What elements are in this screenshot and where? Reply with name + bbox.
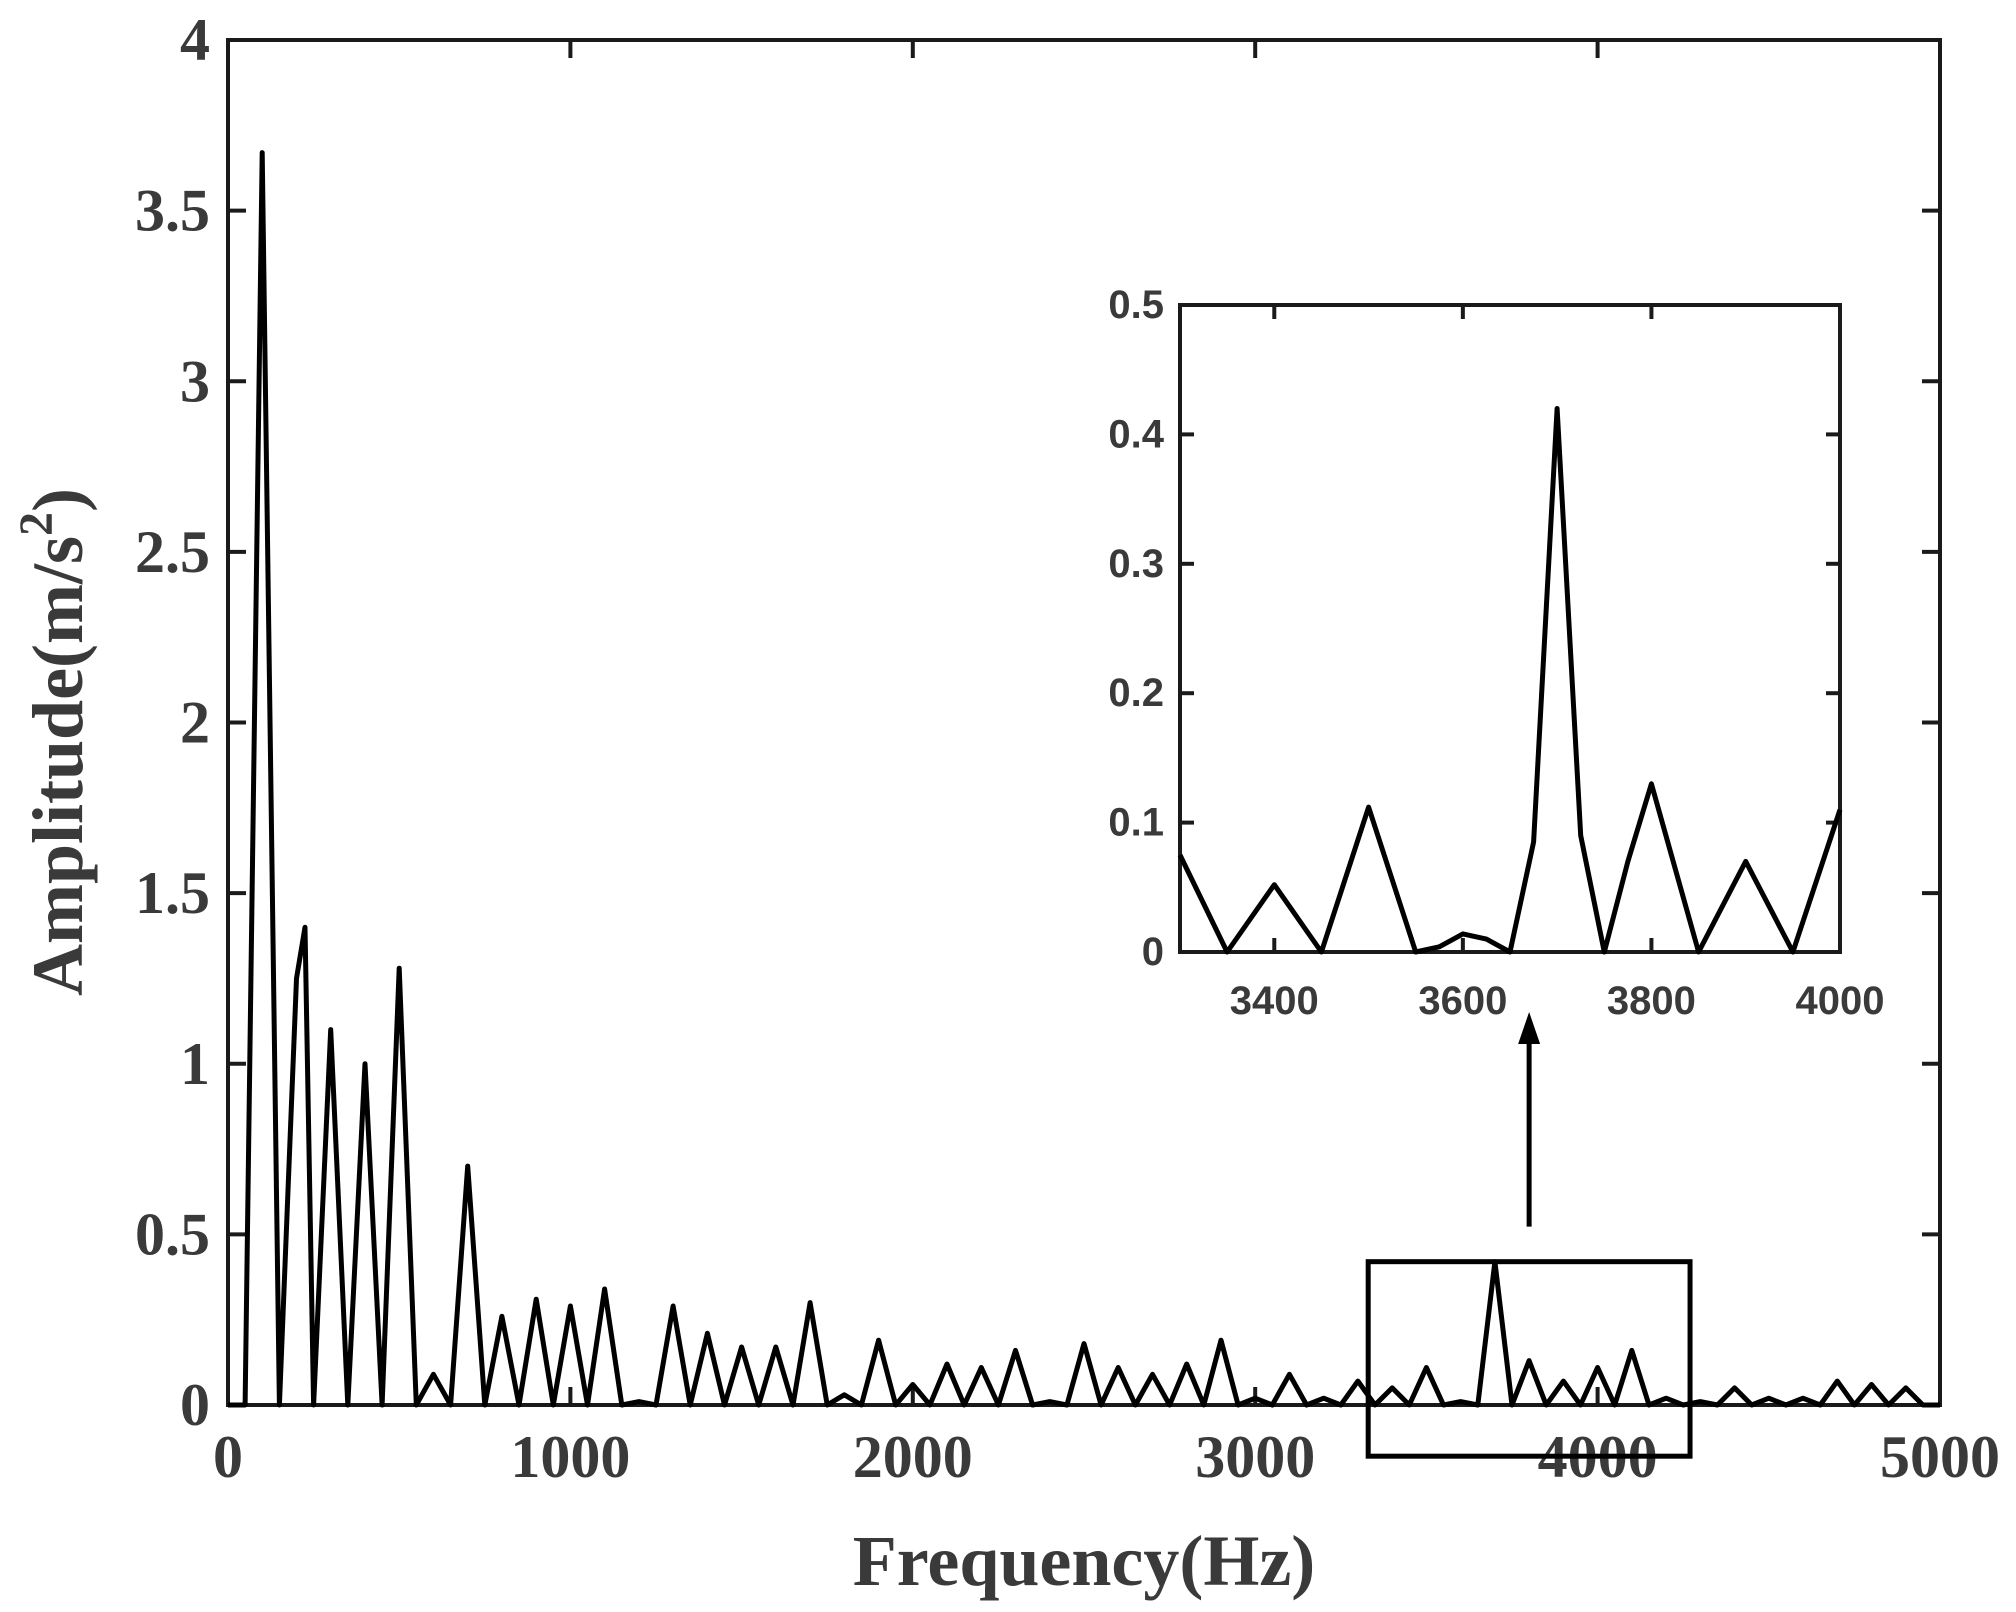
inset-y-tick-label-4: 0.4 [1108,412,1164,456]
inset-series [1177,406,1843,955]
inset-x-tick-label-0: 3400 [1230,979,1319,1023]
inset-y-tick-label-5: 0.5 [1108,283,1164,327]
inset-series-line-0 [1177,406,1843,955]
main-y-tick-label-1: 0.5 [135,1201,210,1267]
inset-y-tick-label-0: 0 [1142,930,1164,974]
main-x-tick-label-1: 1000 [510,1424,630,1490]
inset-axes: 3400 3600 3800 4000 0 0.1 0.2 0.3 0.4 0.5 [1108,283,1884,1023]
y-axis-label: Amplitude(m/s2) [10,488,98,996]
main-x-tick-label-3: 3000 [1195,1424,1315,1490]
y-axis-label-superscript: 2 [10,512,63,536]
y-axis-label-base: Amplitude(m/s [18,536,98,996]
inset-y-tick-label-3: 0.3 [1108,542,1164,586]
zoom-region-box [1365,1259,1693,1459]
inset-x-tick-label-1: 3600 [1418,979,1507,1023]
inset-x-tick-label-2: 3800 [1607,979,1696,1023]
inset-background [1180,305,1840,952]
main-axes: 0 1000 2000 3000 4000 5000 0 0.5 1 1.5 2 2.5 3 3.5 4 [135,7,2000,1490]
inset-y-tick-label-2: 0.2 [1108,671,1164,715]
main-y-tick-label-4: 2 [180,690,210,756]
main-x-tick-label-5: 5000 [1880,1424,2000,1490]
x-axis-label: Frequency(Hz) [853,1521,1316,1601]
main-x-tick-label-2: 2000 [853,1424,973,1490]
main-y-tick-label-2: 1 [180,1031,210,1097]
main-y-tick-label-3: 1.5 [135,860,210,926]
main-x-tick-label-0: 0 [213,1424,243,1490]
main-series-line-0 [228,150,1940,1408]
main-series [228,150,1940,1408]
main-y-tick-label-7: 3.5 [135,178,210,244]
main-y-tick-label-6: 3 [180,348,210,414]
main-y-tick-label-5: 2.5 [135,519,210,585]
inset-y-tick-label-1: 0.1 [1108,801,1164,845]
main-y-tick-label-8: 4 [180,7,210,73]
y-axis-label-end: ) [18,488,98,512]
main-y-tick-label-0: 0 [180,1372,210,1438]
zoom-arrow-head [1518,1012,1541,1044]
zoom-annotation [1365,1012,1693,1459]
inset-x-tick-label-3: 4000 [1796,979,1885,1023]
